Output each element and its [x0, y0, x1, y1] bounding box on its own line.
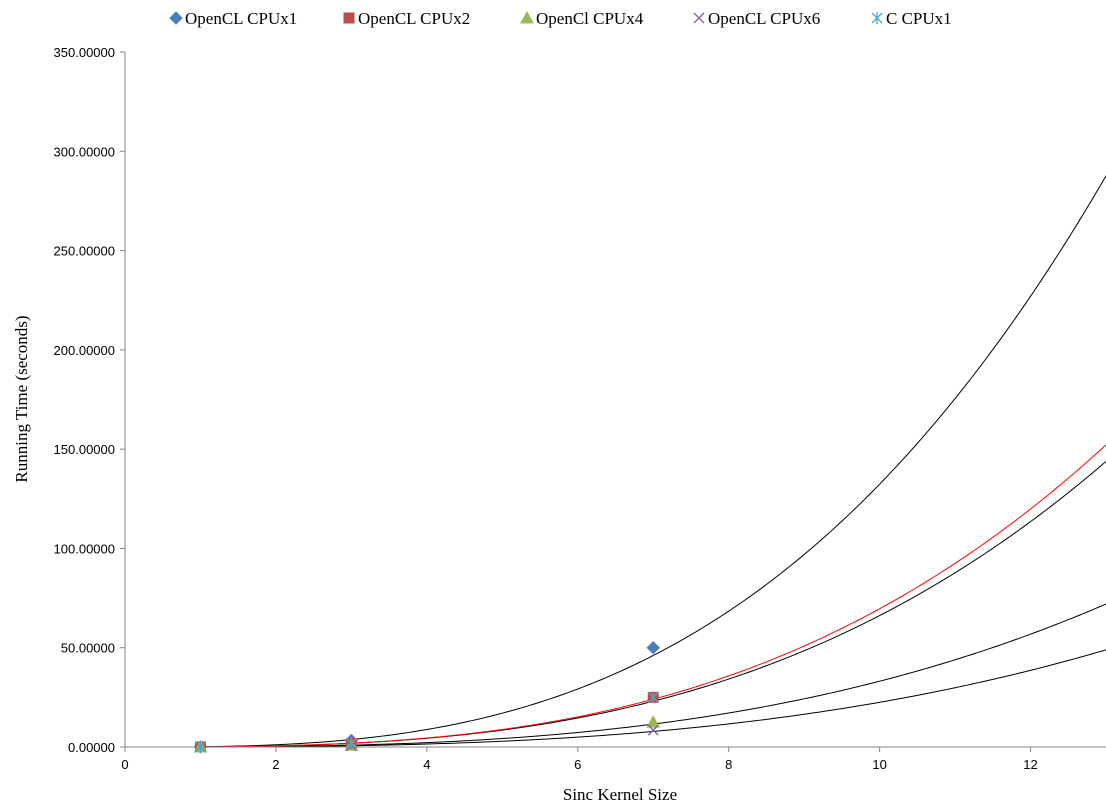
x-tick-label: 0: [121, 757, 128, 772]
legend-marker: [520, 10, 534, 24]
y-tick-label: 150.00000: [54, 442, 115, 457]
data-point: [646, 715, 661, 728]
data-point: [647, 691, 659, 704]
legend-marker: [693, 12, 705, 24]
x-tick-label: 8: [725, 757, 732, 772]
y-ticks: 0.00000 50.00000 100.00000 150.00000 200.000…: [54, 45, 125, 755]
legend-label: C CPUx1: [886, 9, 952, 28]
legend-marker: [169, 11, 183, 25]
data-point: [195, 740, 206, 753]
x-tick-label: 2: [272, 757, 279, 772]
y-tick-label: 350.00000: [54, 45, 115, 60]
y-tick-label: 100.00000: [54, 541, 115, 556]
data-points: [193, 641, 661, 754]
legend: OpenCL CPUx1 OpenCL CPUx2 OpenCl CPUx4 Open…: [169, 9, 952, 28]
y-tick-label: 250.00000: [54, 244, 115, 259]
y-tick-label: 50.00000: [61, 641, 115, 656]
legend-marker: [343, 12, 355, 24]
x-ticks: 0 2 4 6 8 10 12: [121, 747, 1038, 772]
x-axis-title: Sinc Kernel Size: [563, 785, 677, 804]
legend-label: OpenCL CPUx2: [358, 9, 470, 28]
legend-label: OpenCL CPUx6: [708, 9, 820, 28]
axes: [124, 52, 1106, 748]
data-point: [646, 641, 660, 655]
x-tick-label: 10: [872, 757, 886, 772]
trendlines: [200, 175, 1106, 748]
data-point: [647, 724, 659, 736]
x-tick-label: 4: [423, 757, 430, 772]
y-tick-label: 0.00000: [68, 740, 115, 755]
y-tick-label: 200.00000: [54, 343, 115, 358]
x-tick-label: 12: [1023, 757, 1037, 772]
y-tick-label: 300.00000: [54, 144, 115, 159]
legend-marker: [871, 12, 883, 24]
trendline: [200, 461, 1106, 748]
x-tick-label: 6: [574, 757, 581, 772]
trendline: [200, 175, 1106, 748]
legend-label: OpenCL CPUx1: [185, 9, 297, 28]
y-axis-title: Running Time (seconds): [12, 315, 31, 482]
legend-label: OpenCl CPUx4: [536, 9, 644, 28]
data-point: [345, 737, 357, 750]
